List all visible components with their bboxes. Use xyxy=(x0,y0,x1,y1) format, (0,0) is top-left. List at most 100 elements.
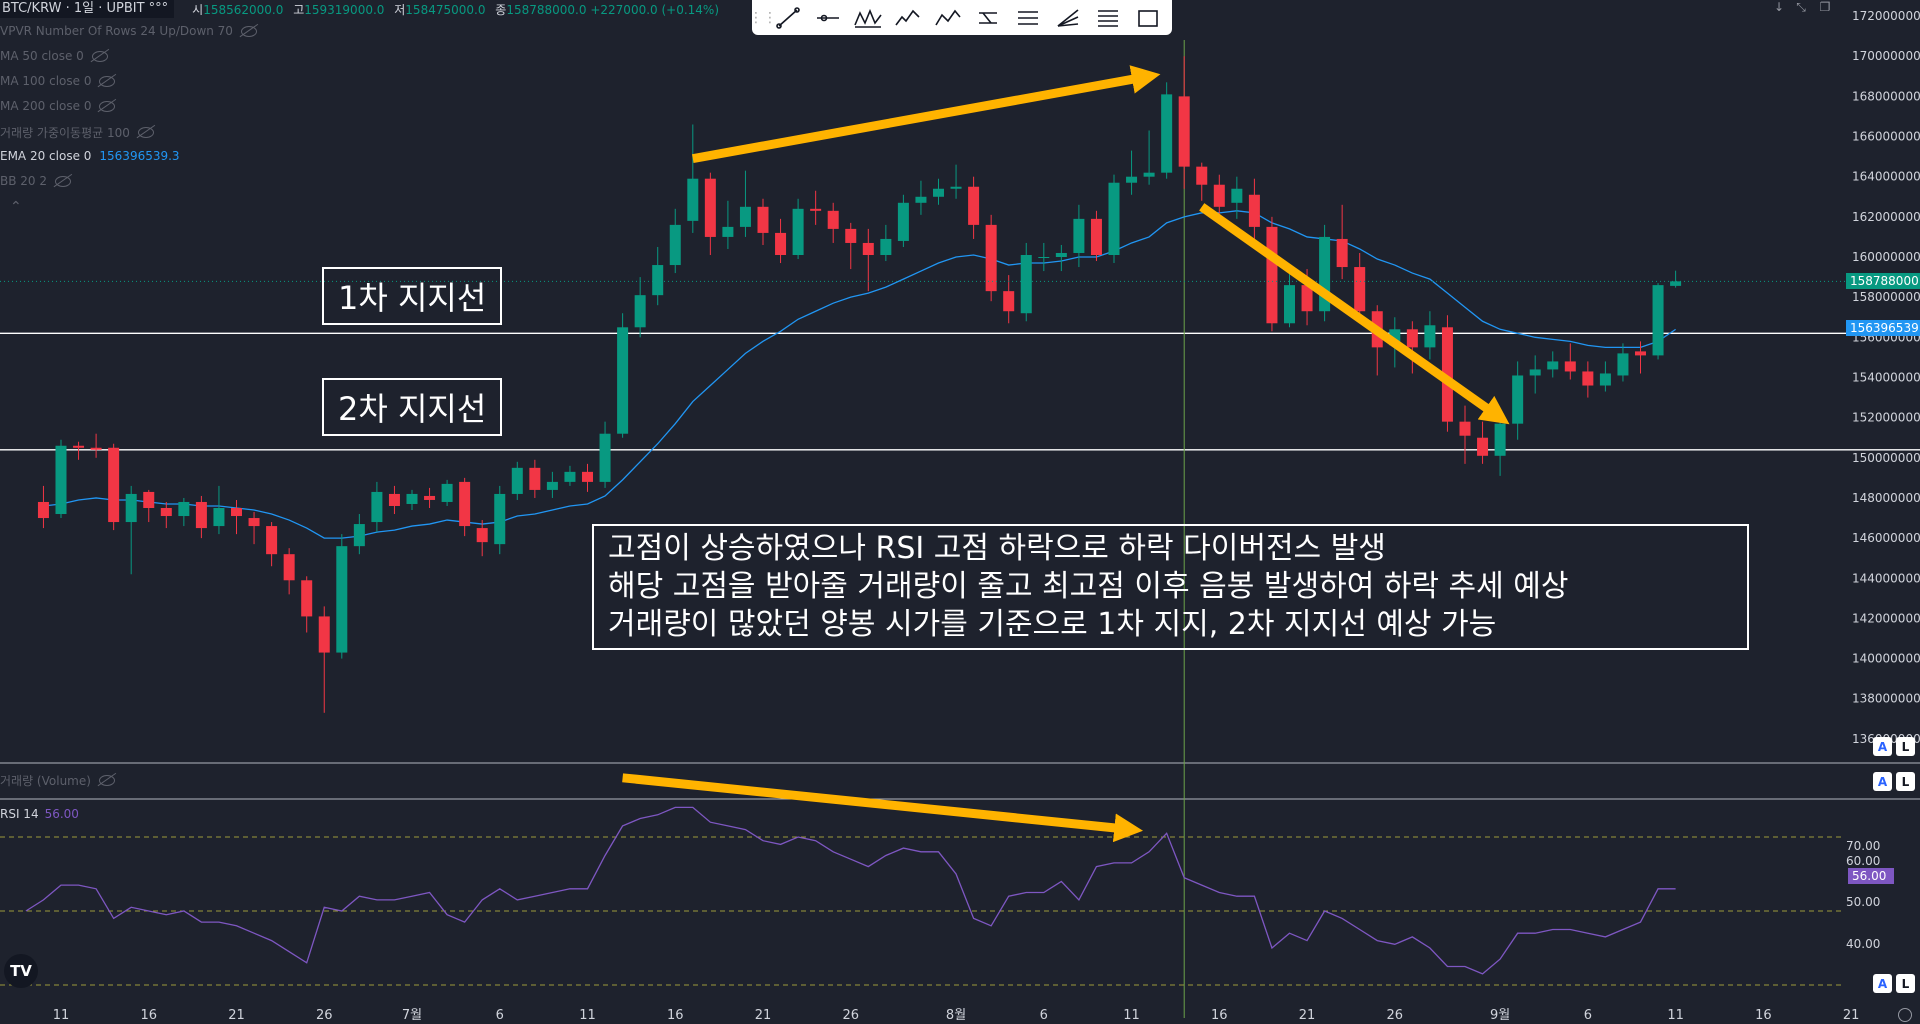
candle-body xyxy=(424,495,436,500)
candle-up xyxy=(669,208,681,274)
candle-body xyxy=(1301,285,1313,312)
horizontal-ray-icon[interactable] xyxy=(808,3,848,33)
time-axis-label: 21 xyxy=(1299,1008,1316,1023)
candle-body xyxy=(441,483,453,502)
tradingview-logo[interactable]: TV xyxy=(4,954,38,988)
abcd-pattern-icon[interactable] xyxy=(928,3,968,33)
eye-hidden-icon[interactable] xyxy=(99,100,116,112)
candle-down xyxy=(1477,421,1489,464)
auto-scale-button[interactable]: A xyxy=(1873,772,1892,791)
rsi-axis-label: 70.00 xyxy=(1846,839,1881,853)
time-axis-label: 21 xyxy=(228,1008,245,1023)
elliott-wave-icon[interactable] xyxy=(888,3,928,33)
log-scale-button[interactable]: L xyxy=(1896,737,1915,756)
volume-pane-legend[interactable]: 거래량 (Volume) xyxy=(0,772,115,789)
collapse-icon[interactable]: ⤡ xyxy=(1796,0,1806,14)
candle-up xyxy=(1055,244,1067,272)
candle-up xyxy=(1161,82,1173,179)
fib-levels-icon[interactable] xyxy=(1088,3,1128,33)
candle-up xyxy=(1529,355,1541,394)
fib-fan-icon[interactable] xyxy=(1048,3,1088,33)
indicator-vpvr[interactable]: VPVR Number Of Rows 24 Up/Down 70 xyxy=(0,24,257,38)
candle-down xyxy=(266,522,278,567)
indicator-ma200[interactable]: MA 200 close 0 xyxy=(0,99,116,113)
candle-up xyxy=(55,439,67,519)
indicator-vwma[interactable]: 거래량 가중이동평균 100 xyxy=(0,124,154,141)
candle-up xyxy=(652,246,664,306)
candle-down xyxy=(1441,315,1453,432)
price-axis-label: 142000000.0 xyxy=(1852,611,1920,625)
candle-up xyxy=(1038,242,1050,272)
candle-body xyxy=(564,471,576,482)
eye-hidden-icon[interactable] xyxy=(55,175,71,187)
candle-up xyxy=(1126,150,1138,195)
indicator-ma100[interactable]: MA 100 close 0 xyxy=(0,74,116,88)
candle-down xyxy=(757,198,769,245)
price-axis-label: 154000000.0 xyxy=(1852,370,1920,384)
candle-body xyxy=(1319,236,1331,312)
candle-body xyxy=(125,493,137,523)
more-icon[interactable]: °°° xyxy=(148,1,169,16)
candle-body xyxy=(1635,351,1646,356)
candle-body xyxy=(108,447,120,523)
candle-body xyxy=(1143,172,1155,177)
time-axis-label: 16 xyxy=(667,1008,684,1023)
candle-up xyxy=(599,421,611,488)
candle-body xyxy=(318,616,330,653)
candle-body xyxy=(1161,94,1173,173)
candle-body xyxy=(652,265,664,296)
time-axis-label: 11 xyxy=(1667,1008,1684,1023)
restore-icon[interactable]: ❐ xyxy=(1819,0,1831,14)
candle-down xyxy=(810,190,822,225)
candle-body xyxy=(1248,194,1260,227)
eye-hidden-icon[interactable] xyxy=(99,75,116,87)
candle-body xyxy=(336,546,348,653)
candle-body xyxy=(845,228,857,243)
candle-body xyxy=(283,554,295,581)
trend-line-icon[interactable] xyxy=(768,3,808,33)
eye-hidden-icon[interactable] xyxy=(137,127,154,138)
symbol-text: BTC/KRW · 1일 · UPBIT xyxy=(2,1,145,16)
candle-down xyxy=(529,459,541,498)
candle-body xyxy=(1494,423,1506,456)
candle-body xyxy=(143,491,155,508)
candle-down xyxy=(424,487,436,508)
eye-hidden-icon[interactable] xyxy=(98,775,115,786)
eye-hidden-icon[interactable] xyxy=(240,25,257,37)
drag-handle-icon[interactable]: ⋮⋮ xyxy=(749,9,777,26)
candle-up xyxy=(494,485,506,555)
candle-body xyxy=(1599,373,1611,386)
candle-body xyxy=(862,242,874,256)
candle-up xyxy=(1512,361,1524,440)
range-icon[interactable] xyxy=(968,3,1008,33)
settings-gear-icon[interactable] xyxy=(1898,1008,1912,1022)
candle-body xyxy=(1389,329,1401,346)
trend-arrow-2 xyxy=(1199,203,1510,425)
candle-up xyxy=(1108,174,1120,264)
log-scale-button[interactable]: L xyxy=(1896,772,1915,791)
candle-down xyxy=(1178,56,1190,189)
date-range-icon[interactable] xyxy=(1008,3,1048,33)
indicator-bb[interactable]: BB 20 2 xyxy=(0,174,71,188)
log-scale-button[interactable]: L xyxy=(1896,974,1915,993)
auto-scale-button[interactable]: A xyxy=(1873,737,1892,756)
rsi-pane-legend[interactable]: RSI 14 56.00 xyxy=(0,807,79,821)
time-axis-label: 26 xyxy=(316,1008,333,1023)
indicator-ema20[interactable]: EMA 20 close 0 156396539.3 xyxy=(0,149,180,163)
auto-scale-button[interactable]: A xyxy=(1873,974,1892,993)
candle-body xyxy=(880,238,892,256)
eye-hidden-icon[interactable] xyxy=(91,50,108,62)
candle-up xyxy=(1494,411,1506,476)
candle-body xyxy=(231,507,242,517)
symbol-title[interactable]: BTC/KRW · 1일 · UPBIT °°° xyxy=(0,0,175,18)
ema-price-tag: 156396539.3 xyxy=(1846,320,1920,336)
chevron-up-icon[interactable]: ⌃ xyxy=(10,199,22,215)
rectangle-icon[interactable] xyxy=(1128,3,1168,33)
arrow-down-icon[interactable]: ↓ xyxy=(1773,0,1785,14)
candle-body xyxy=(388,493,400,506)
candle-up xyxy=(915,180,927,215)
indicator-ma50[interactable]: MA 50 close 0 xyxy=(0,49,108,63)
pattern-icon[interactable] xyxy=(848,3,888,33)
candle-down xyxy=(143,489,155,523)
